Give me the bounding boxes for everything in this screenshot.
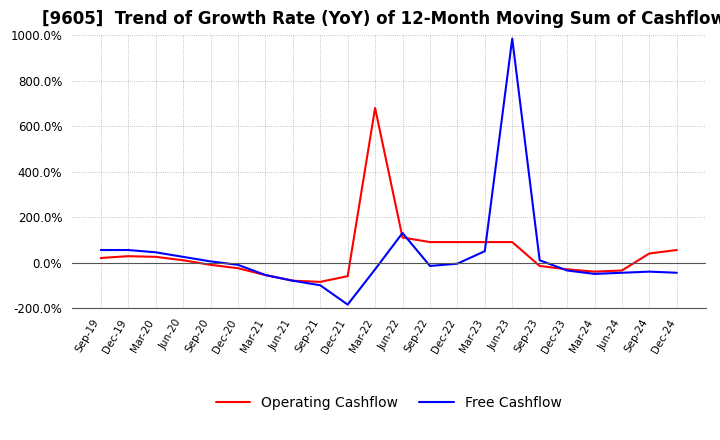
Line: Operating Cashflow: Operating Cashflow	[101, 108, 677, 282]
Free Cashflow	[124, 247, 132, 253]
Operating Cashflow	[563, 267, 572, 272]
Free Cashflow	[672, 270, 681, 275]
Operating Cashflow	[179, 257, 187, 263]
Free Cashflow	[426, 263, 434, 268]
Title: [9605]  Trend of Growth Rate (YoY) of 12-Month Moving Sum of Cashflows: [9605] Trend of Growth Rate (YoY) of 12-…	[42, 10, 720, 28]
Free Cashflow	[371, 267, 379, 272]
Operating Cashflow	[508, 239, 516, 245]
Free Cashflow	[261, 272, 270, 278]
Operating Cashflow	[233, 266, 242, 271]
Free Cashflow	[179, 254, 187, 260]
Free Cashflow	[480, 249, 489, 254]
Free Cashflow	[645, 269, 654, 274]
Operating Cashflow	[645, 251, 654, 256]
Operating Cashflow	[398, 235, 407, 240]
Operating Cashflow	[371, 105, 379, 110]
Operating Cashflow	[343, 274, 352, 279]
Free Cashflow	[536, 257, 544, 263]
Operating Cashflow	[536, 263, 544, 268]
Free Cashflow	[618, 270, 626, 275]
Free Cashflow	[316, 282, 325, 288]
Free Cashflow	[233, 262, 242, 268]
Line: Free Cashflow: Free Cashflow	[101, 39, 677, 304]
Free Cashflow	[151, 249, 160, 255]
Operating Cashflow	[316, 279, 325, 285]
Free Cashflow	[453, 261, 462, 266]
Free Cashflow	[96, 247, 105, 253]
Legend: Operating Cashflow, Free Cashflow: Operating Cashflow, Free Cashflow	[210, 391, 567, 416]
Free Cashflow	[590, 271, 599, 276]
Free Cashflow	[289, 278, 297, 283]
Operating Cashflow	[289, 278, 297, 283]
Operating Cashflow	[480, 239, 489, 245]
Operating Cashflow	[426, 239, 434, 245]
Operating Cashflow	[618, 268, 626, 273]
Free Cashflow	[508, 36, 516, 41]
Free Cashflow	[563, 268, 572, 273]
Operating Cashflow	[453, 239, 462, 245]
Free Cashflow	[206, 259, 215, 264]
Operating Cashflow	[206, 262, 215, 268]
Operating Cashflow	[590, 269, 599, 274]
Free Cashflow	[343, 302, 352, 307]
Free Cashflow	[398, 230, 407, 235]
Operating Cashflow	[124, 253, 132, 259]
Operating Cashflow	[261, 272, 270, 278]
Operating Cashflow	[151, 254, 160, 260]
Operating Cashflow	[96, 255, 105, 260]
Operating Cashflow	[672, 247, 681, 253]
